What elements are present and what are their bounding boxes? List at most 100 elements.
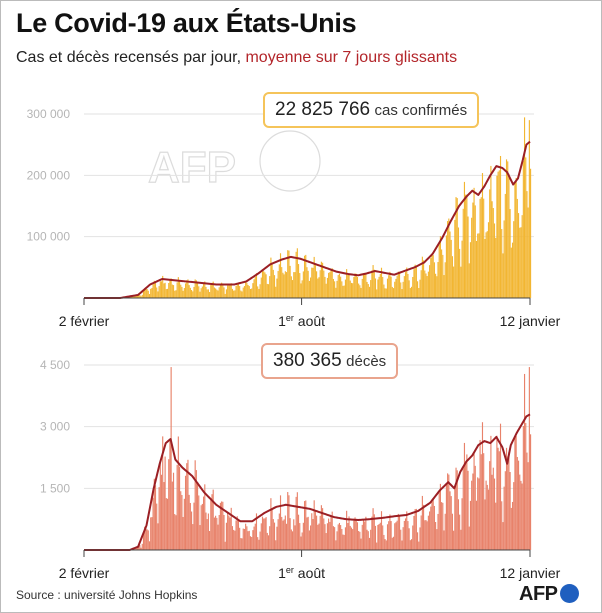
daily-bar — [299, 273, 301, 298]
daily-bar — [154, 485, 157, 550]
daily-bar — [425, 273, 427, 298]
daily-bar — [289, 265, 291, 298]
daily-bar — [195, 470, 197, 550]
daily-bar — [324, 524, 326, 550]
daily-bar — [336, 531, 338, 550]
daily-bar — [365, 516, 367, 550]
daily-bar — [427, 515, 429, 550]
x-tick-label: 1er août — [278, 313, 325, 329]
daily-bar — [206, 289, 208, 298]
daily-bar — [171, 284, 173, 298]
daily-bar — [479, 198, 481, 298]
daily-bar — [402, 527, 404, 550]
daily-bar — [142, 291, 145, 298]
daily-bar — [468, 526, 470, 550]
daily-bar — [522, 426, 524, 550]
daily-bar — [201, 503, 203, 550]
daily-bar — [205, 512, 207, 550]
daily-bar — [353, 520, 355, 550]
daily-bar — [353, 277, 355, 298]
daily-bar — [377, 524, 379, 550]
daily-bar — [439, 236, 441, 298]
afp-logo-dot-icon — [559, 584, 579, 603]
daily-bar — [307, 270, 309, 298]
daily-bar — [415, 266, 417, 298]
daily-bar — [210, 284, 212, 298]
daily-bar — [198, 286, 200, 298]
daily-bar — [514, 181, 516, 298]
daily-bar — [426, 521, 428, 550]
daily-bar — [218, 515, 220, 550]
daily-bar — [435, 522, 437, 550]
daily-bar — [383, 534, 385, 550]
daily-bar — [384, 288, 386, 298]
daily-bar — [451, 256, 453, 298]
daily-bar — [450, 239, 452, 298]
daily-bar — [483, 453, 485, 550]
daily-bar — [368, 286, 371, 298]
daily-bar — [223, 514, 225, 550]
daily-bar — [233, 529, 235, 550]
daily-bar — [341, 281, 343, 298]
daily-bar — [514, 437, 516, 550]
daily-bar — [293, 272, 295, 298]
daily-bar — [253, 526, 255, 550]
daily-bar — [465, 194, 467, 298]
daily-bar — [417, 281, 419, 298]
daily-bar — [229, 284, 231, 298]
daily-bar — [230, 283, 232, 298]
daily-bar — [487, 222, 490, 298]
daily-bar — [460, 266, 462, 298]
daily-bar — [430, 506, 432, 550]
daily-bar — [209, 531, 211, 550]
daily-bar — [290, 276, 292, 298]
daily-bar — [203, 283, 205, 298]
daily-bar — [190, 290, 193, 298]
daily-bar — [258, 288, 260, 298]
daily-bar — [158, 286, 160, 298]
daily-bar — [510, 507, 512, 550]
daily-bar — [392, 288, 395, 298]
daily-bar — [389, 271, 391, 298]
daily-bar — [313, 500, 315, 550]
daily-bar — [329, 521, 331, 550]
daily-bar — [499, 423, 502, 550]
daily-bar — [150, 288, 152, 298]
daily-bar — [371, 270, 373, 298]
daily-bar — [420, 515, 422, 550]
daily-bar — [248, 286, 250, 298]
daily-bar — [225, 522, 227, 550]
daily-bar — [254, 523, 256, 550]
daily-bar — [334, 281, 336, 298]
daily-bar — [198, 495, 200, 550]
deaths-chart: 1 500 3 000 4 500 2 février 1er août 12 janvi… — [40, 358, 561, 581]
daily-bar — [400, 529, 402, 550]
daily-bar — [485, 232, 487, 298]
daily-bar — [361, 278, 363, 298]
daily-bar — [402, 281, 404, 298]
daily-bar — [148, 541, 151, 550]
daily-bar — [330, 516, 332, 550]
daily-bar — [485, 480, 487, 550]
daily-bar — [192, 524, 194, 550]
daily-bar — [311, 267, 313, 298]
y-tick-label: 4 500 — [40, 358, 70, 372]
daily-bar — [278, 264, 280, 298]
daily-bar — [481, 422, 484, 550]
daily-bar — [445, 483, 447, 550]
daily-bar — [408, 280, 410, 298]
daily-bar — [193, 286, 195, 298]
daily-bar — [475, 240, 478, 298]
daily-bar — [306, 517, 308, 550]
daily-bar — [326, 523, 328, 550]
daily-bar — [461, 240, 463, 298]
daily-bar — [397, 271, 399, 298]
daily-bar — [418, 288, 420, 298]
daily-bar — [455, 197, 457, 298]
daily-bar — [205, 286, 207, 298]
daily-bar — [396, 275, 398, 298]
daily-bar — [239, 527, 241, 550]
daily-bar — [156, 287, 158, 298]
daily-bar — [454, 486, 456, 550]
daily-bar — [340, 276, 342, 298]
